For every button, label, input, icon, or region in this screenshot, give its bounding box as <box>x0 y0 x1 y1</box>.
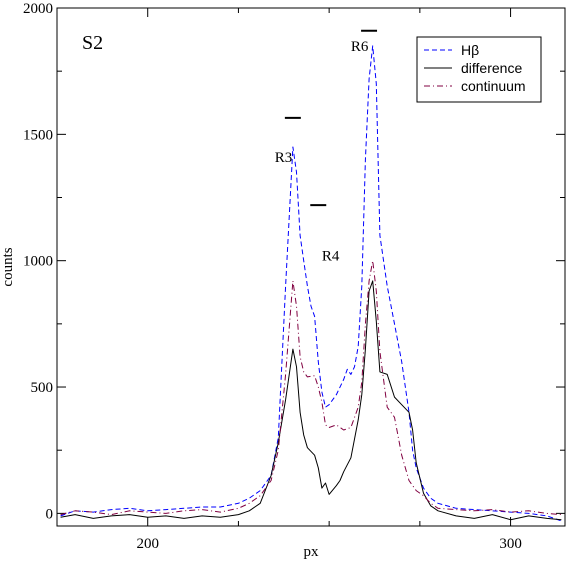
x-axis-label: px <box>304 544 320 560</box>
plot-frame <box>56 7 566 527</box>
legend-label-1: difference <box>461 60 522 76</box>
peak-markers <box>284 29 378 207</box>
axis-ticks <box>56 7 565 526</box>
series-line-difference <box>60 280 562 521</box>
y-tick-label-0: 0 <box>46 506 54 522</box>
peak-annotations: R3 R4 R6 <box>275 39 369 265</box>
legend: Hβ difference continuum <box>416 36 542 103</box>
y-tick-label-2000: 2000 <box>23 1 53 17</box>
legend-label-0: Hβ <box>461 42 479 58</box>
annotation-r6: R6 <box>351 39 369 55</box>
x-tick-label-300: 300 <box>499 536 522 552</box>
x-tick-label-200: 200 <box>136 536 159 552</box>
series-line-h- <box>60 45 562 522</box>
y-tick-label-500: 500 <box>31 380 54 396</box>
series-line-continuum <box>60 260 562 516</box>
y-tick-label-1000: 1000 <box>23 254 53 270</box>
series-lines <box>60 45 562 522</box>
annotation-r3: R3 <box>275 150 293 166</box>
annotation-r4: R4 <box>322 249 340 265</box>
legend-box <box>416 36 542 103</box>
legend-label-2: continuum <box>461 78 526 94</box>
y-tick-label-1500: 1500 <box>23 127 53 143</box>
panel-label: S2 <box>82 32 103 54</box>
y-axis-label: counts <box>0 247 16 286</box>
axis-tick-labels: 200 300 0 500 1000 1500 2000 <box>23 1 522 552</box>
